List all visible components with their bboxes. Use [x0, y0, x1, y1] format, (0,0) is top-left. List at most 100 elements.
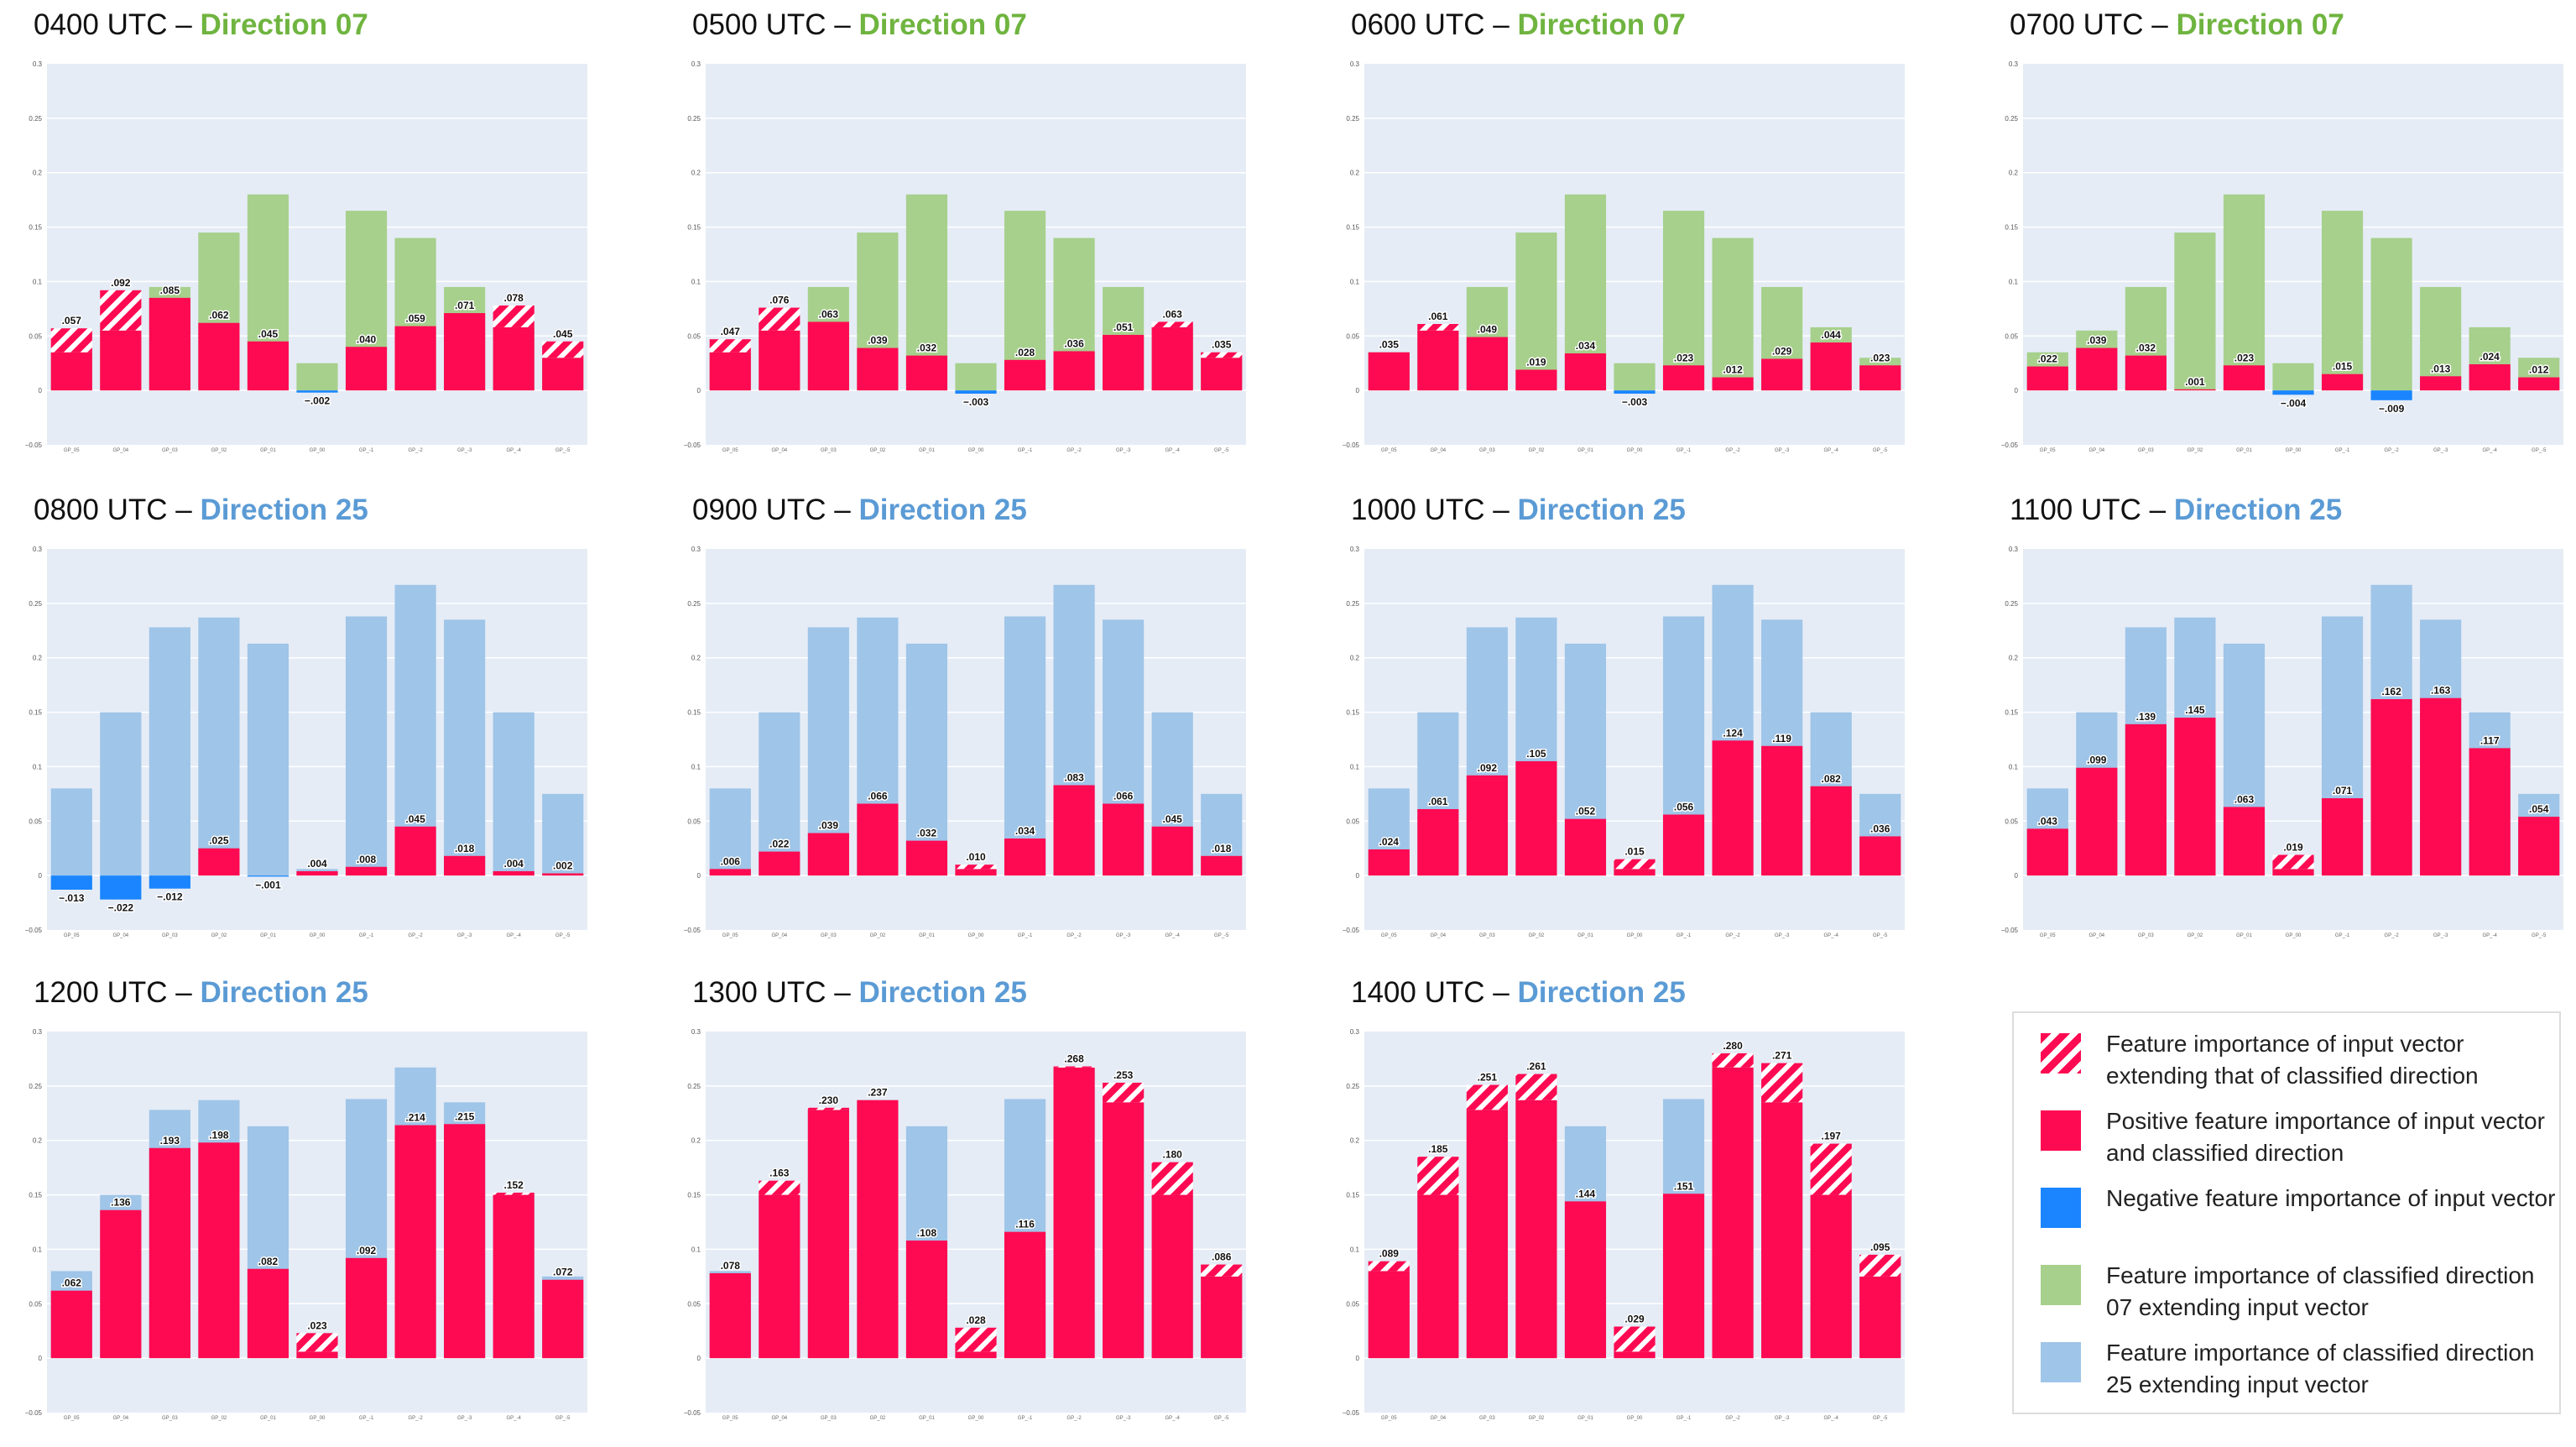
positive-bar — [1004, 1231, 1046, 1359]
hatched-bar — [1201, 1264, 1243, 1277]
bar-value-label: .215 — [455, 1110, 475, 1122]
x-tick-label: GP_-2 — [1066, 448, 1082, 453]
bar-value-label: .124 — [1723, 727, 1743, 739]
panel-direction: Direction 25 — [200, 976, 368, 1009]
bar-chart: −0.05 0 0.05 0.1 0.15 0.2 0.25 0.3 .022 GP_05 .039… — [2001, 60, 2563, 453]
panel-time: 0800 UTC — [34, 494, 168, 526]
y-tick-label: 0.05 — [29, 332, 42, 340]
positive-bar — [2174, 718, 2216, 876]
bar-value-label: .012 — [1723, 364, 1743, 376]
panel-title-separator: – — [167, 8, 201, 41]
positive-bar — [345, 1257, 388, 1359]
positive-bar — [1810, 1194, 1852, 1359]
bar-value-label: .022 — [2038, 353, 2058, 365]
direction-profile-bar — [100, 712, 142, 876]
hatched-bar — [1614, 1326, 1656, 1352]
y-tick-label: 0.1 — [2009, 763, 2019, 771]
hatched-bar — [759, 1180, 800, 1195]
hatched-bar — [1417, 1157, 1459, 1195]
x-tick-label: GP_-5 — [555, 448, 571, 453]
bar-value-label: −.012 — [157, 891, 183, 903]
positive-bar — [444, 1124, 486, 1359]
y-tick-label: 0.05 — [2005, 818, 2018, 825]
positive-bar — [2174, 389, 2216, 391]
legend-text-direction-07: Feature importance of classified directi… — [2106, 1262, 2535, 1320]
x-tick-label: GP_-5 — [1214, 1416, 1229, 1421]
x-tick-label: GP_-5 — [1873, 1416, 1888, 1421]
positive-bar — [709, 1272, 751, 1359]
positive-bar — [905, 840, 948, 876]
bar-chart: −0.05 0 0.05 0.1 0.15 0.2 0.25 0.3 −.013 GP_05 −.0… — [25, 546, 587, 938]
direction-profile-bar — [2272, 363, 2314, 391]
y-tick-label: 0.05 — [687, 818, 701, 825]
x-tick-label: GP_01 — [260, 448, 276, 453]
bar-value-label: .144 — [1576, 1188, 1596, 1199]
x-tick-label: GP_05 — [64, 1416, 80, 1421]
bar-value-label: .078 — [721, 1260, 741, 1272]
x-tick-label: GP_-4 — [2483, 933, 2498, 938]
positive-bar — [296, 1351, 338, 1359]
direction-profile-bar — [2223, 194, 2266, 391]
x-tick-label: GP_04 — [1430, 448, 1446, 453]
y-tick-label: 0 — [697, 872, 701, 880]
positive-bar — [807, 321, 849, 391]
panel-0600-utc: 0600 UTC – Direction 07 −0.05 0 0.05 0.1 0.15… — [1317, 8, 1972, 478]
x-tick-label: GP_02 — [1529, 933, 1545, 938]
positive-bar — [1761, 1102, 1803, 1359]
bar-chart: −0.05 0 0.05 0.1 0.15 0.2 0.25 0.3 .089 GP_05 .185… — [1343, 1028, 1905, 1421]
panel-direction: Direction 07 — [1517, 8, 1686, 41]
x-tick-label: GP_-2 — [1725, 1416, 1740, 1421]
legend-swatch-direction-07 — [2041, 1265, 2081, 1305]
positive-bar — [1053, 785, 1095, 876]
y-tick-label: 0 — [1356, 387, 1360, 394]
x-tick-label: GP_-1 — [359, 448, 374, 453]
x-tick-label: GP_00 — [968, 448, 984, 453]
positive-bar — [1662, 365, 1705, 391]
x-tick-label: GP_01 — [1577, 933, 1593, 938]
bar-value-label: .185 — [1428, 1143, 1448, 1155]
x-tick-label: GP_-4 — [1824, 1416, 1839, 1421]
y-tick-label: −0.05 — [1343, 1409, 1360, 1417]
hatched-bar — [296, 1333, 338, 1352]
bar-value-label: .056 — [1674, 802, 1694, 813]
panel-title-separator: – — [1484, 494, 1518, 526]
y-tick-label: 0.1 — [691, 278, 701, 285]
positive-bar — [394, 1125, 436, 1359]
legend-text-hatched: Feature importance of input vector exten… — [2106, 1031, 2479, 1089]
bar-value-label: .018 — [1212, 843, 1232, 854]
panel-direction: Direction 07 — [2176, 8, 2344, 41]
x-tick-label: GP_01 — [1577, 448, 1593, 453]
y-tick-label: 0.2 — [33, 655, 43, 662]
bar-value-label: .032 — [2136, 342, 2156, 354]
x-tick-label: GP_-1 — [1676, 448, 1692, 453]
panel-title-separator: – — [826, 8, 859, 41]
bar-value-label: .034 — [1015, 825, 1035, 837]
bar-value-label: .092 — [357, 1245, 377, 1256]
y-tick-label: 0.2 — [691, 170, 701, 177]
x-tick-label: GP_-2 — [1066, 933, 1082, 938]
positive-bar — [444, 313, 486, 391]
y-tick-label: 0.2 — [2009, 170, 2019, 177]
positive-bar — [2370, 699, 2412, 876]
bar-value-label: .063 — [1163, 308, 1183, 320]
positive-bar — [1810, 342, 1852, 391]
bar-value-label: .078 — [504, 292, 524, 304]
hatched-bar — [1614, 859, 1656, 870]
positive-bar — [2469, 748, 2511, 876]
legend-swatch-positive — [2041, 1110, 2081, 1151]
negative-bar — [247, 875, 289, 877]
positive-bar — [1151, 826, 1193, 876]
bar-value-label: .230 — [819, 1094, 839, 1106]
x-tick-label: GP_01 — [2236, 933, 2252, 938]
positive-bar — [857, 347, 899, 391]
negative-bar — [2370, 390, 2412, 400]
positive-bar — [542, 358, 584, 391]
bar-value-label: .004 — [504, 858, 524, 870]
bar-value-label: .271 — [1772, 1050, 1792, 1062]
bar-value-label: .012 — [2529, 364, 2549, 376]
bar-value-label: .019 — [1526, 356, 1546, 368]
positive-bar — [1417, 330, 1459, 391]
bar-value-label: .052 — [1576, 806, 1596, 818]
y-tick-label: 0.25 — [2005, 115, 2018, 123]
x-tick-label: GP_01 — [919, 933, 935, 938]
